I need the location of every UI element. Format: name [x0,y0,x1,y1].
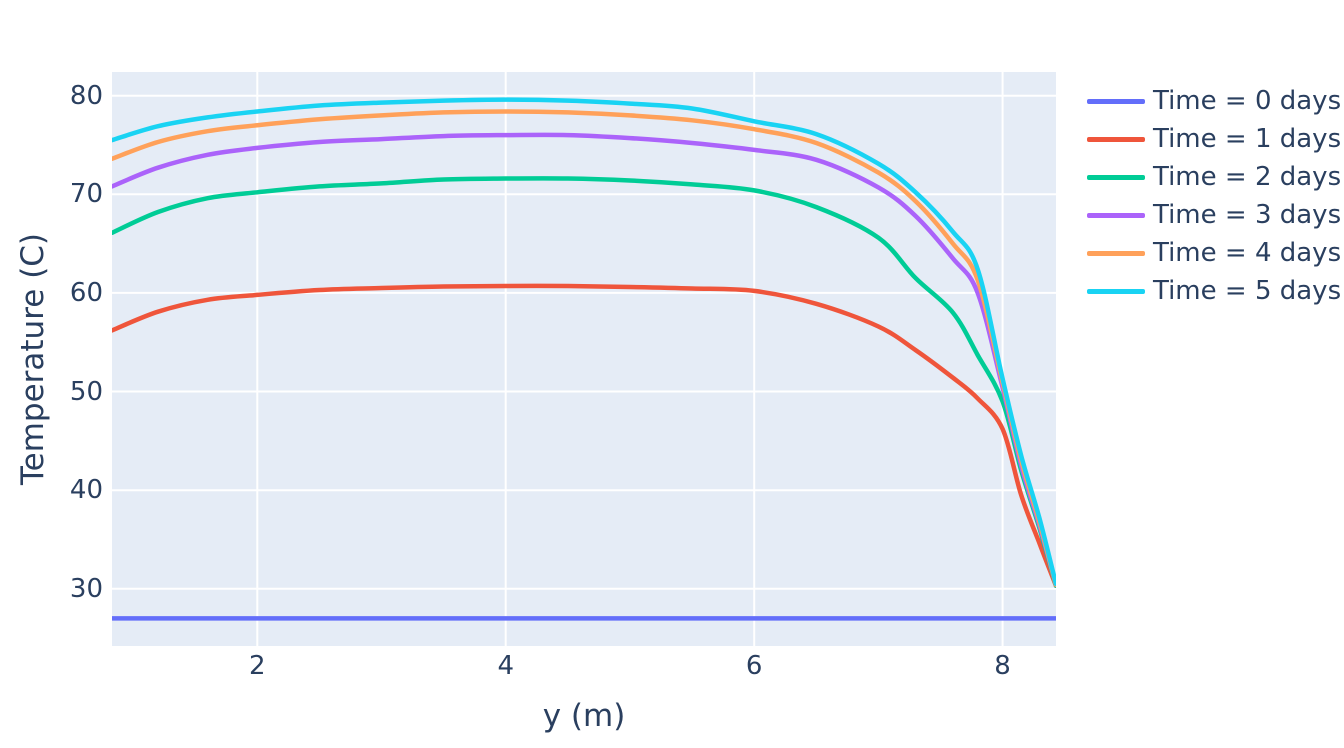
y-tick-label-40: 40 [69,475,103,506]
y-tick-label-50: 50 [69,376,103,407]
legend-label: Time = 5 days [1153,276,1342,306]
legend-label: Time = 1 days [1153,124,1342,154]
legend-line-swatch [1087,212,1145,218]
series-line-time-2-days[interactable] [112,176,1056,589]
plot-canvas [112,72,1056,646]
series-line-time-1-days[interactable] [112,283,1056,589]
legend-label: Time = 2 days [1153,162,1342,192]
plot-area[interactable] [112,72,1056,646]
legend-item-time-0-days[interactable]: Time = 0 days [1087,82,1341,120]
legend-line-swatch [1087,250,1145,256]
series-line-time-5-days[interactable] [112,97,1056,587]
legend-label: Time = 0 days [1153,86,1342,116]
legend-item-time-5-days[interactable]: Time = 5 days [1087,272,1341,310]
x-axis-title: y (m) [542,698,626,734]
y-tick-label-80: 80 [69,80,103,111]
legend-label: Time = 3 days [1153,200,1342,230]
plot-background [112,72,1056,646]
legend-line-swatch [1087,174,1145,180]
legend-line-swatch [1087,288,1145,294]
y-axis-title: Temperature (C) [15,232,51,486]
legend-item-time-4-days[interactable]: Time = 4 days [1087,234,1341,272]
y-tick-label-70: 70 [69,179,103,210]
legend-line-swatch [1087,98,1145,104]
legend-item-time-2-days[interactable]: Time = 2 days [1087,158,1341,196]
x-tick-label-6: 6 [745,651,763,681]
legend-line-swatch [1087,136,1145,142]
legend-item-time-3-days[interactable]: Time = 3 days [1087,196,1341,234]
legend-label: Time = 4 days [1153,238,1342,268]
legend[interactable]: Time = 0 days Time = 1 days Time = 2 days T… [1087,82,1341,310]
legend-item-time-1-days[interactable]: Time = 1 days [1087,120,1341,158]
y-tick-label-60: 60 [69,277,103,308]
x-tick-label-2: 2 [249,651,266,681]
y-tick-label-30: 30 [69,573,103,604]
x-tick-label-4: 4 [497,651,515,681]
x-tick-label-8: 8 [994,651,1011,681]
